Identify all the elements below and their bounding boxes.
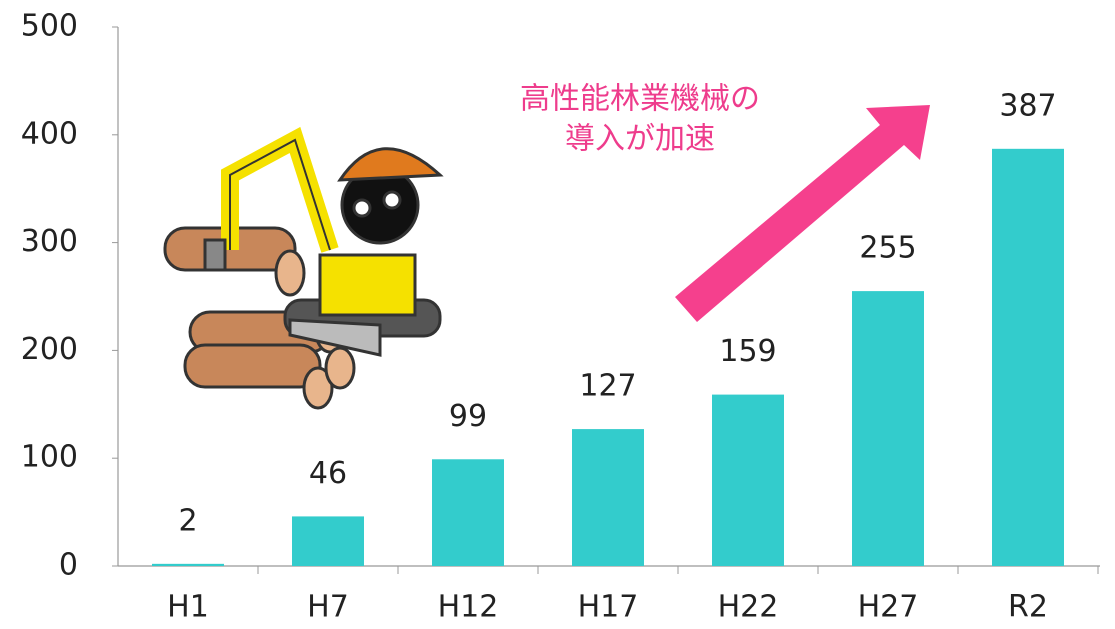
x-tick-label: H17	[578, 590, 639, 625]
value-label: 99	[449, 399, 487, 434]
value-label: 2	[178, 503, 197, 538]
x-tick-label: H27	[858, 590, 919, 625]
y-tick-label: 0	[59, 548, 78, 583]
chart: 0100200300400500H12H746H1299H17127H22159…	[0, 0, 1115, 629]
bar	[712, 395, 784, 566]
bar	[432, 459, 504, 566]
x-tick-label: H1	[167, 590, 209, 625]
annotation: 高性能林業機械の	[520, 82, 760, 117]
x-tick-label: H22	[718, 590, 779, 625]
x-tick-label: H7	[307, 590, 349, 625]
illustration	[165, 140, 440, 408]
bar	[152, 564, 224, 566]
value-label: 46	[309, 456, 347, 491]
value-label: 127	[579, 369, 636, 404]
y-tick-label: 300	[21, 224, 78, 259]
y-tick-label: 200	[21, 332, 78, 367]
bar	[852, 291, 924, 566]
x-tick-label: H12	[438, 590, 499, 625]
value-label: 159	[719, 334, 776, 369]
y-tick-label: 500	[21, 9, 78, 44]
y-tick-label: 400	[21, 116, 78, 151]
bar	[572, 429, 644, 566]
annotation: 導入が加速	[565, 122, 715, 157]
value-label: 255	[859, 231, 916, 266]
value-label: 387	[999, 88, 1056, 123]
bar	[992, 149, 1064, 566]
bar	[292, 516, 364, 566]
y-tick-label: 100	[21, 440, 78, 475]
x-tick-label: R2	[1008, 590, 1048, 625]
